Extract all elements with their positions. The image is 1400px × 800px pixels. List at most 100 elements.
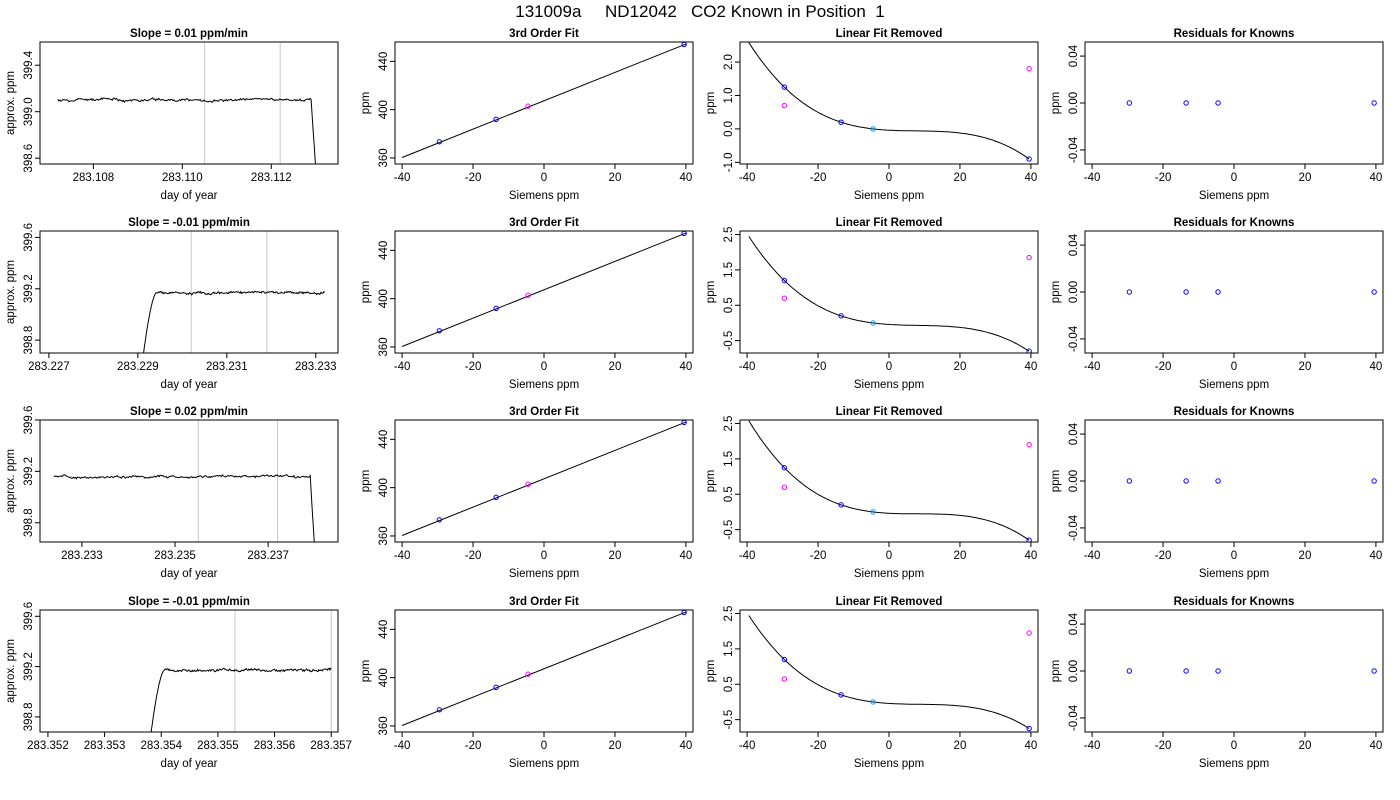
- data-point: [493, 116, 499, 123]
- panel-title: Slope = -0.01 ppm/min: [128, 217, 250, 229]
- x-tick-label: 20: [609, 172, 622, 184]
- x-tick-label: -40: [1084, 361, 1101, 373]
- panel-title: 3rd Order Fit: [509, 406, 579, 418]
- x-tick-label: 20: [954, 172, 967, 184]
- x-axis-label: Siemens ppm: [1199, 568, 1269, 580]
- x-tick-label: 283.357: [310, 740, 352, 752]
- x-tick-label: -20: [465, 172, 482, 184]
- plot-frame: [1084, 230, 1384, 354]
- plot-frame: [394, 41, 694, 165]
- plot-frame: [739, 230, 1039, 354]
- y-tick-label: 0.00: [1068, 660, 1080, 682]
- x-tick-label: 40: [1370, 361, 1383, 373]
- plot-area: [150, 610, 332, 732]
- plot-area: [748, 42, 1032, 162]
- data-point: [1026, 348, 1032, 353]
- data-point: [525, 671, 531, 677]
- x-tick-label: 283.229: [117, 361, 159, 373]
- data-point: [1183, 100, 1189, 106]
- y-tick-label: 400: [378, 478, 390, 497]
- data-point: [1026, 537, 1032, 542]
- x-tick-label: 0: [541, 550, 547, 562]
- plot-area: [1126, 668, 1377, 674]
- y-tick-label: 398.8: [23, 508, 35, 537]
- data-point: [1126, 478, 1133, 484]
- x-tick-label: 283.356: [254, 740, 296, 752]
- x-tick-label: -20: [810, 740, 827, 752]
- y-axis-label: approx. ppm: [5, 260, 17, 324]
- x-axis-label: day of year: [161, 190, 218, 202]
- panel-title: Residuals for Knowns: [1174, 406, 1295, 418]
- x-axis-label: Siemens ppm: [854, 379, 924, 391]
- y-tick-label: -0.5: [723, 520, 735, 540]
- co2-trace: [57, 97, 316, 164]
- y-tick-label: 0.04: [1068, 44, 1080, 67]
- x-tick-label: 0: [886, 361, 892, 373]
- x-tick-label: -40: [739, 172, 756, 184]
- y-tick-label: 0.0: [723, 121, 735, 137]
- co2-trace: [150, 667, 332, 732]
- y-tick-label: 360: [378, 716, 390, 735]
- x-tick-label: -40: [394, 361, 411, 373]
- y-axis-label: ppm: [705, 92, 717, 114]
- plot-area: [1126, 478, 1377, 484]
- y-tick-label: 440: [378, 52, 390, 71]
- data-point: [525, 481, 531, 487]
- data-point: [870, 699, 876, 705]
- plot-area: [57, 42, 316, 164]
- data-point: [838, 119, 844, 125]
- x-tick-label: -20: [1155, 550, 1172, 562]
- y-tick-label: 360: [378, 337, 390, 356]
- panel-title: Linear Fit Removed: [836, 406, 943, 418]
- x-tick-label: 283.237: [247, 550, 289, 562]
- x-tick-label: 40: [680, 550, 693, 562]
- chart-panel: Residuals for Knowns -40 -20 0 20 40 -0.04 0.00…: [1050, 596, 1384, 770]
- x-tick-label: -20: [810, 172, 827, 184]
- data-point: [436, 517, 443, 523]
- y-tick-label: 440: [378, 430, 390, 449]
- data-point: [781, 295, 788, 301]
- y-tick-label: 398.8: [23, 703, 35, 732]
- data-point: [1215, 100, 1221, 106]
- panel-title: Linear Fit Removed: [836, 28, 943, 40]
- data-point: [1215, 668, 1221, 674]
- panel-title: Linear Fit Removed: [836, 217, 943, 229]
- x-tick-label: -40: [394, 550, 411, 562]
- plot-frame: [39, 41, 339, 165]
- x-axis-label: Siemens ppm: [509, 758, 579, 770]
- y-tick-label: 2.0: [723, 54, 735, 70]
- chart-panel: Slope = -0.01 ppm/min 283.227 283.229 283.2…: [5, 217, 339, 391]
- x-tick-label: 20: [1299, 361, 1312, 373]
- panel-title: Residuals for Knowns: [1174, 596, 1295, 608]
- x-tick-label: -20: [1155, 172, 1172, 184]
- x-tick-label: 0: [886, 740, 892, 752]
- data-point: [493, 494, 499, 501]
- plot-frame: [739, 419, 1039, 543]
- chart-panel: 3rd Order Fit -40 -20 0 20 40 360 400 440 Siemens…: [360, 217, 694, 391]
- panel-title: Linear Fit Removed: [836, 596, 943, 608]
- x-tick-label: -40: [394, 740, 411, 752]
- x-tick-label: 0: [541, 172, 547, 184]
- data-point: [781, 484, 788, 490]
- x-tick-label: 40: [680, 740, 693, 752]
- data-point: [870, 320, 876, 326]
- y-tick-label: -0.5: [723, 331, 735, 351]
- panel-title: Slope = 0.01 ppm/min: [130, 28, 248, 40]
- plot-frame: [1084, 41, 1384, 165]
- chart-panel: 3rd Order Fit -40 -20 0 20 40 360 400 440 Siemens…: [360, 596, 694, 770]
- x-tick-label: 40: [1025, 740, 1038, 752]
- x-tick-label: 40: [1025, 550, 1038, 562]
- plot-frame: [39, 419, 339, 543]
- data-point: [1026, 254, 1032, 261]
- x-tick-label: 0: [541, 361, 547, 373]
- chart-panel: Linear Fit Removed -40 -20 0 20 40 -0.5 0.5 1.5 2…: [705, 406, 1039, 580]
- x-tick-label: 20: [1299, 172, 1312, 184]
- co2-trace: [53, 473, 315, 542]
- x-tick-label: 20: [1299, 740, 1312, 752]
- x-axis-label: Siemens ppm: [509, 190, 579, 202]
- data-point: [1026, 156, 1032, 162]
- data-point: [838, 692, 844, 698]
- x-tick-label: 283.352: [27, 740, 69, 752]
- panel-title: Slope = 0.02 ppm/min: [130, 406, 248, 418]
- y-tick-label: -0.04: [1068, 514, 1080, 541]
